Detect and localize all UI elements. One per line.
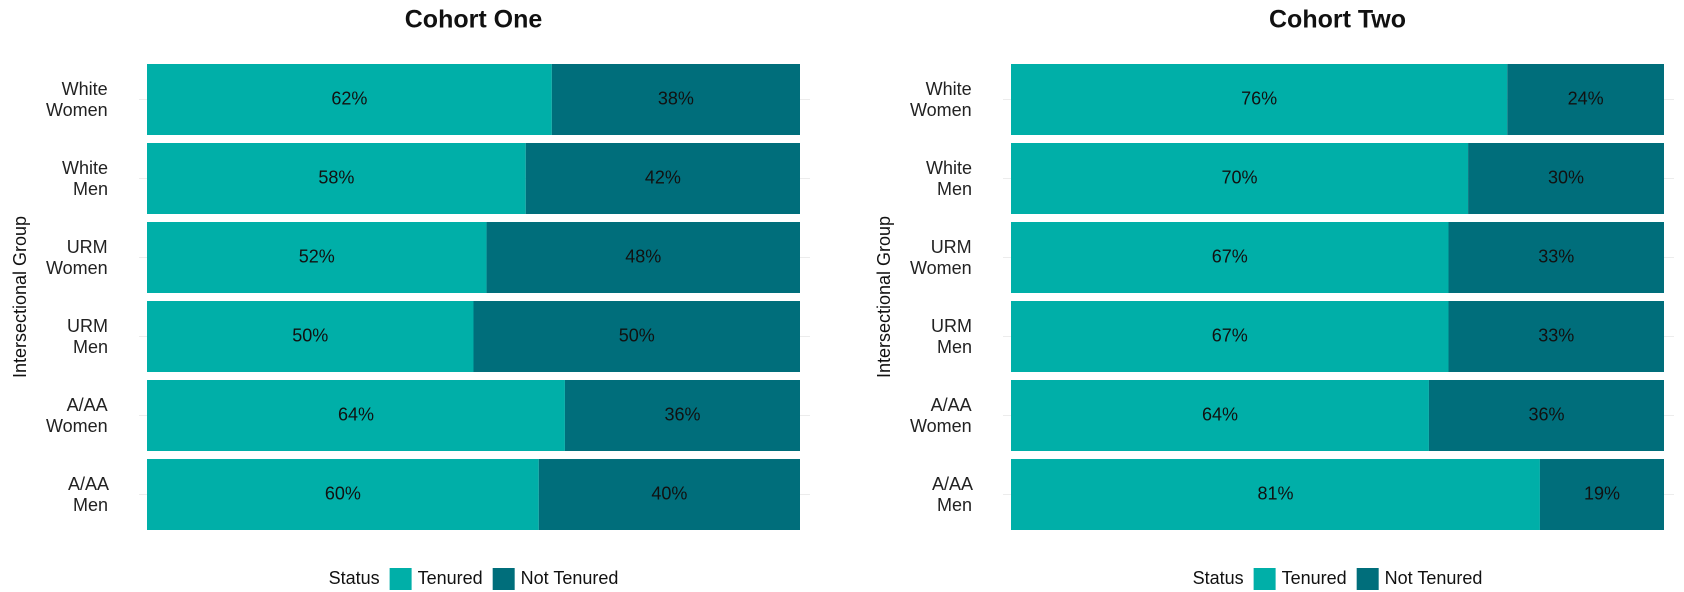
y-tick-label: A/AA Women xyxy=(46,394,108,436)
data-label: 40% xyxy=(651,483,687,503)
y-tick-label: White Women xyxy=(46,78,108,120)
y-tick-label: White Men xyxy=(926,157,973,199)
legend-swatch xyxy=(389,568,412,590)
bar-segment xyxy=(1448,301,1664,372)
data-label: 19% xyxy=(1584,483,1620,503)
bar-segment xyxy=(1468,143,1664,214)
bar-segment xyxy=(473,301,800,372)
data-label: 38% xyxy=(658,88,694,108)
legend-label: Tenured xyxy=(1282,568,1347,588)
data-label: 67% xyxy=(1212,325,1248,345)
legend-label: Tenured xyxy=(418,568,483,588)
data-label: 64% xyxy=(338,404,374,424)
data-label: 48% xyxy=(625,246,661,266)
bar-segment xyxy=(147,222,487,293)
bar-segment xyxy=(564,380,800,451)
y-tick-label: URM Men xyxy=(931,315,972,357)
chart-title: Cohort One xyxy=(405,6,543,34)
legend-title: Status xyxy=(1193,568,1244,588)
bar-segment xyxy=(147,143,526,214)
bar-segment xyxy=(486,222,800,293)
y-tick-label: A/AA Men xyxy=(932,473,974,515)
y-tick-label: A/AA Men xyxy=(68,473,110,515)
bar-segment xyxy=(147,380,565,451)
data-label: 76% xyxy=(1241,88,1277,108)
data-label: 50% xyxy=(619,325,655,345)
data-label: 33% xyxy=(1538,246,1574,266)
data-label: 70% xyxy=(1222,167,1258,187)
y-axis-title: Intersectional Group xyxy=(10,216,30,378)
y-axis-title: Intersectional Group xyxy=(874,216,894,378)
bar-segment xyxy=(147,64,552,135)
legend-label: Not Tenured xyxy=(1385,568,1483,588)
bar-segment xyxy=(147,301,474,372)
y-tick-label: White Men xyxy=(62,157,109,199)
bar-segment xyxy=(1539,459,1664,530)
data-label: 30% xyxy=(1548,167,1584,187)
bar-segment xyxy=(1507,64,1664,135)
legend-swatch xyxy=(1356,568,1379,590)
bar-segment xyxy=(551,64,800,135)
legend-swatch xyxy=(492,568,515,590)
data-label: 60% xyxy=(325,483,361,503)
legend-title: Status xyxy=(329,568,380,588)
data-label: 36% xyxy=(664,404,700,424)
bar-segment xyxy=(1011,301,1449,372)
data-label: 33% xyxy=(1538,325,1574,345)
bar-segment xyxy=(525,143,800,214)
bar-segment xyxy=(147,459,539,530)
data-label: 52% xyxy=(299,246,335,266)
data-label: 58% xyxy=(318,167,354,187)
data-label: 64% xyxy=(1202,404,1238,424)
bar-segment xyxy=(1448,222,1664,293)
data-label: 67% xyxy=(1212,246,1248,266)
data-label: 62% xyxy=(331,88,367,108)
data-label: 24% xyxy=(1568,88,1604,108)
legend-swatch xyxy=(1253,568,1276,590)
y-tick-label: URM Men xyxy=(67,315,108,357)
bar-segment xyxy=(538,459,800,530)
bar-segment xyxy=(1011,222,1449,293)
bar-segment xyxy=(1011,143,1469,214)
data-label: 50% xyxy=(292,325,328,345)
chart-title: Cohort Two xyxy=(1269,6,1406,34)
bar-segment xyxy=(1011,380,1429,451)
data-label: 36% xyxy=(1528,404,1564,424)
bar-segment xyxy=(1011,64,1508,135)
legend-label: Not Tenured xyxy=(521,568,619,588)
bar-segment xyxy=(1428,380,1664,451)
y-tick-label: White Women xyxy=(910,78,972,120)
data-label: 42% xyxy=(645,167,681,187)
data-label: 81% xyxy=(1257,483,1293,503)
y-tick-label: A/AA Women xyxy=(910,394,972,436)
bar-segment xyxy=(1011,459,1540,530)
y-tick-label: URM Women xyxy=(910,236,972,278)
y-tick-label: URM Women xyxy=(46,236,108,278)
